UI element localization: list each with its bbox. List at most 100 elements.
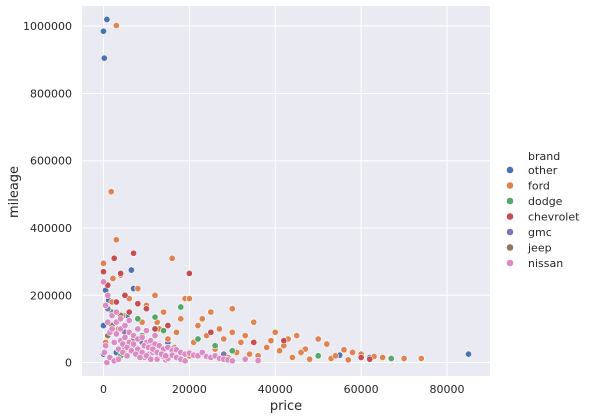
legend-marker-chevrolet (506, 212, 514, 221)
data-point-nissan (142, 327, 150, 335)
data-point-other (127, 266, 135, 274)
data-point-nissan (121, 333, 129, 341)
data-point-ford (194, 322, 202, 330)
data-point-ford (293, 332, 301, 340)
data-point-ford (340, 346, 348, 354)
data-point-chevrolet (134, 300, 142, 308)
data-point-chevrolet (121, 291, 129, 299)
data-point-ford (107, 188, 115, 196)
data-point-chevrolet (130, 249, 138, 257)
legend-label-nissan: nissan (528, 257, 563, 270)
legend-marker-other (506, 166, 514, 174)
data-point-ford (134, 285, 142, 293)
data-point-dodge (177, 303, 185, 311)
y-tick-label: 800000 (30, 87, 72, 100)
plot-background (82, 6, 490, 376)
data-point-other (100, 54, 108, 62)
data-point-ford (379, 353, 387, 361)
data-point-nissan (117, 315, 125, 323)
data-point-ford (228, 328, 236, 336)
data-point-ford (99, 259, 107, 267)
data-point-chevrolet (110, 254, 118, 262)
data-point-other (103, 15, 111, 23)
x-tick-label: 80000 (430, 383, 465, 396)
data-point-chevrolet (207, 328, 215, 336)
data-point-ford (164, 335, 172, 343)
data-point-nissan (104, 291, 112, 299)
legend-marker-dodge (506, 197, 514, 205)
data-point-ford (314, 335, 322, 343)
data-point-other (465, 350, 473, 358)
data-point-ford (276, 347, 284, 355)
data-point-chevrolet (185, 269, 193, 277)
data-point-chevrolet (117, 269, 125, 277)
data-point-nissan (112, 308, 120, 316)
data-point-ford (109, 274, 117, 282)
data-point-dodge (211, 342, 219, 350)
x-tick-label: 0 (100, 383, 107, 396)
y-tick-label: 1000000 (23, 20, 72, 33)
data-point-other (99, 27, 107, 35)
y-tick-label: 600000 (30, 155, 72, 168)
data-point-ford (228, 305, 236, 313)
legend-label-ford: ford (528, 180, 550, 193)
data-point-ford (417, 355, 425, 363)
data-point-nissan (115, 355, 123, 363)
data-point-chevrolet (125, 308, 133, 316)
data-point-ford (297, 348, 305, 356)
data-point-ford (185, 295, 193, 303)
data-point-ford (237, 338, 245, 346)
legend-marker-ford (506, 181, 514, 190)
data-point-nissan (130, 340, 138, 348)
data-point-ford (112, 22, 120, 30)
data-point-nissan (100, 348, 108, 356)
data-point-nissan (121, 322, 129, 330)
data-point-chevrolet (112, 298, 120, 306)
data-point-nissan (138, 333, 146, 341)
data-point-nissan (125, 316, 133, 324)
data-point-ford (241, 332, 249, 340)
grid-lines (82, 6, 490, 376)
data-point-ford (160, 308, 168, 316)
legend-label-gmc: gmc (528, 226, 552, 239)
data-point-nissan (136, 353, 144, 361)
data-point-nissan (99, 278, 107, 286)
data-point-ford (323, 340, 331, 348)
data-point-chevrolet (280, 337, 288, 345)
legend-label-chevrolet: chevrolet (528, 211, 580, 224)
data-point-ford (168, 254, 176, 262)
data-point-ford (112, 236, 120, 244)
data-point-ford (271, 328, 279, 336)
data-point-ford (198, 315, 206, 323)
x-tick-labels: 0 20000 40000 60000 80000 (100, 383, 465, 396)
data-point-chevrolet (164, 322, 172, 330)
data-point-chevrolet (151, 325, 159, 333)
data-point-dodge (387, 355, 395, 363)
legend-marker-jeep (506, 243, 514, 252)
data-point-nissan (123, 352, 131, 360)
data-point-ford (177, 315, 185, 323)
data-point-dodge (151, 313, 159, 321)
data-point-ford (288, 353, 296, 361)
data-point-chevrolet (357, 353, 365, 361)
data-point-nissan (147, 355, 155, 363)
data-point-ford (207, 308, 215, 316)
data-point-chevrolet (99, 268, 107, 276)
data-point-ford (400, 355, 408, 363)
data-point-nissan (228, 357, 236, 365)
data-points (99, 15, 473, 367)
legend-label-dodge: dodge (528, 195, 563, 208)
data-point-nissan (103, 359, 111, 367)
data-point-ford (267, 337, 275, 345)
data-point-nissan (110, 338, 118, 346)
data-point-nissan (108, 325, 116, 333)
x-tick-label: 40000 (258, 383, 293, 396)
legend-label-other: other (528, 164, 558, 177)
data-point-ford (172, 328, 180, 336)
data-point-nissan (198, 348, 206, 356)
data-point-nissan (254, 357, 262, 365)
legend-label-jeep: jeep (527, 242, 552, 255)
legend: brand other ford dodge chevrolet gmc jeep niss… (506, 150, 580, 270)
data-point-nissan (151, 332, 159, 340)
data-point-dodge (228, 347, 236, 355)
